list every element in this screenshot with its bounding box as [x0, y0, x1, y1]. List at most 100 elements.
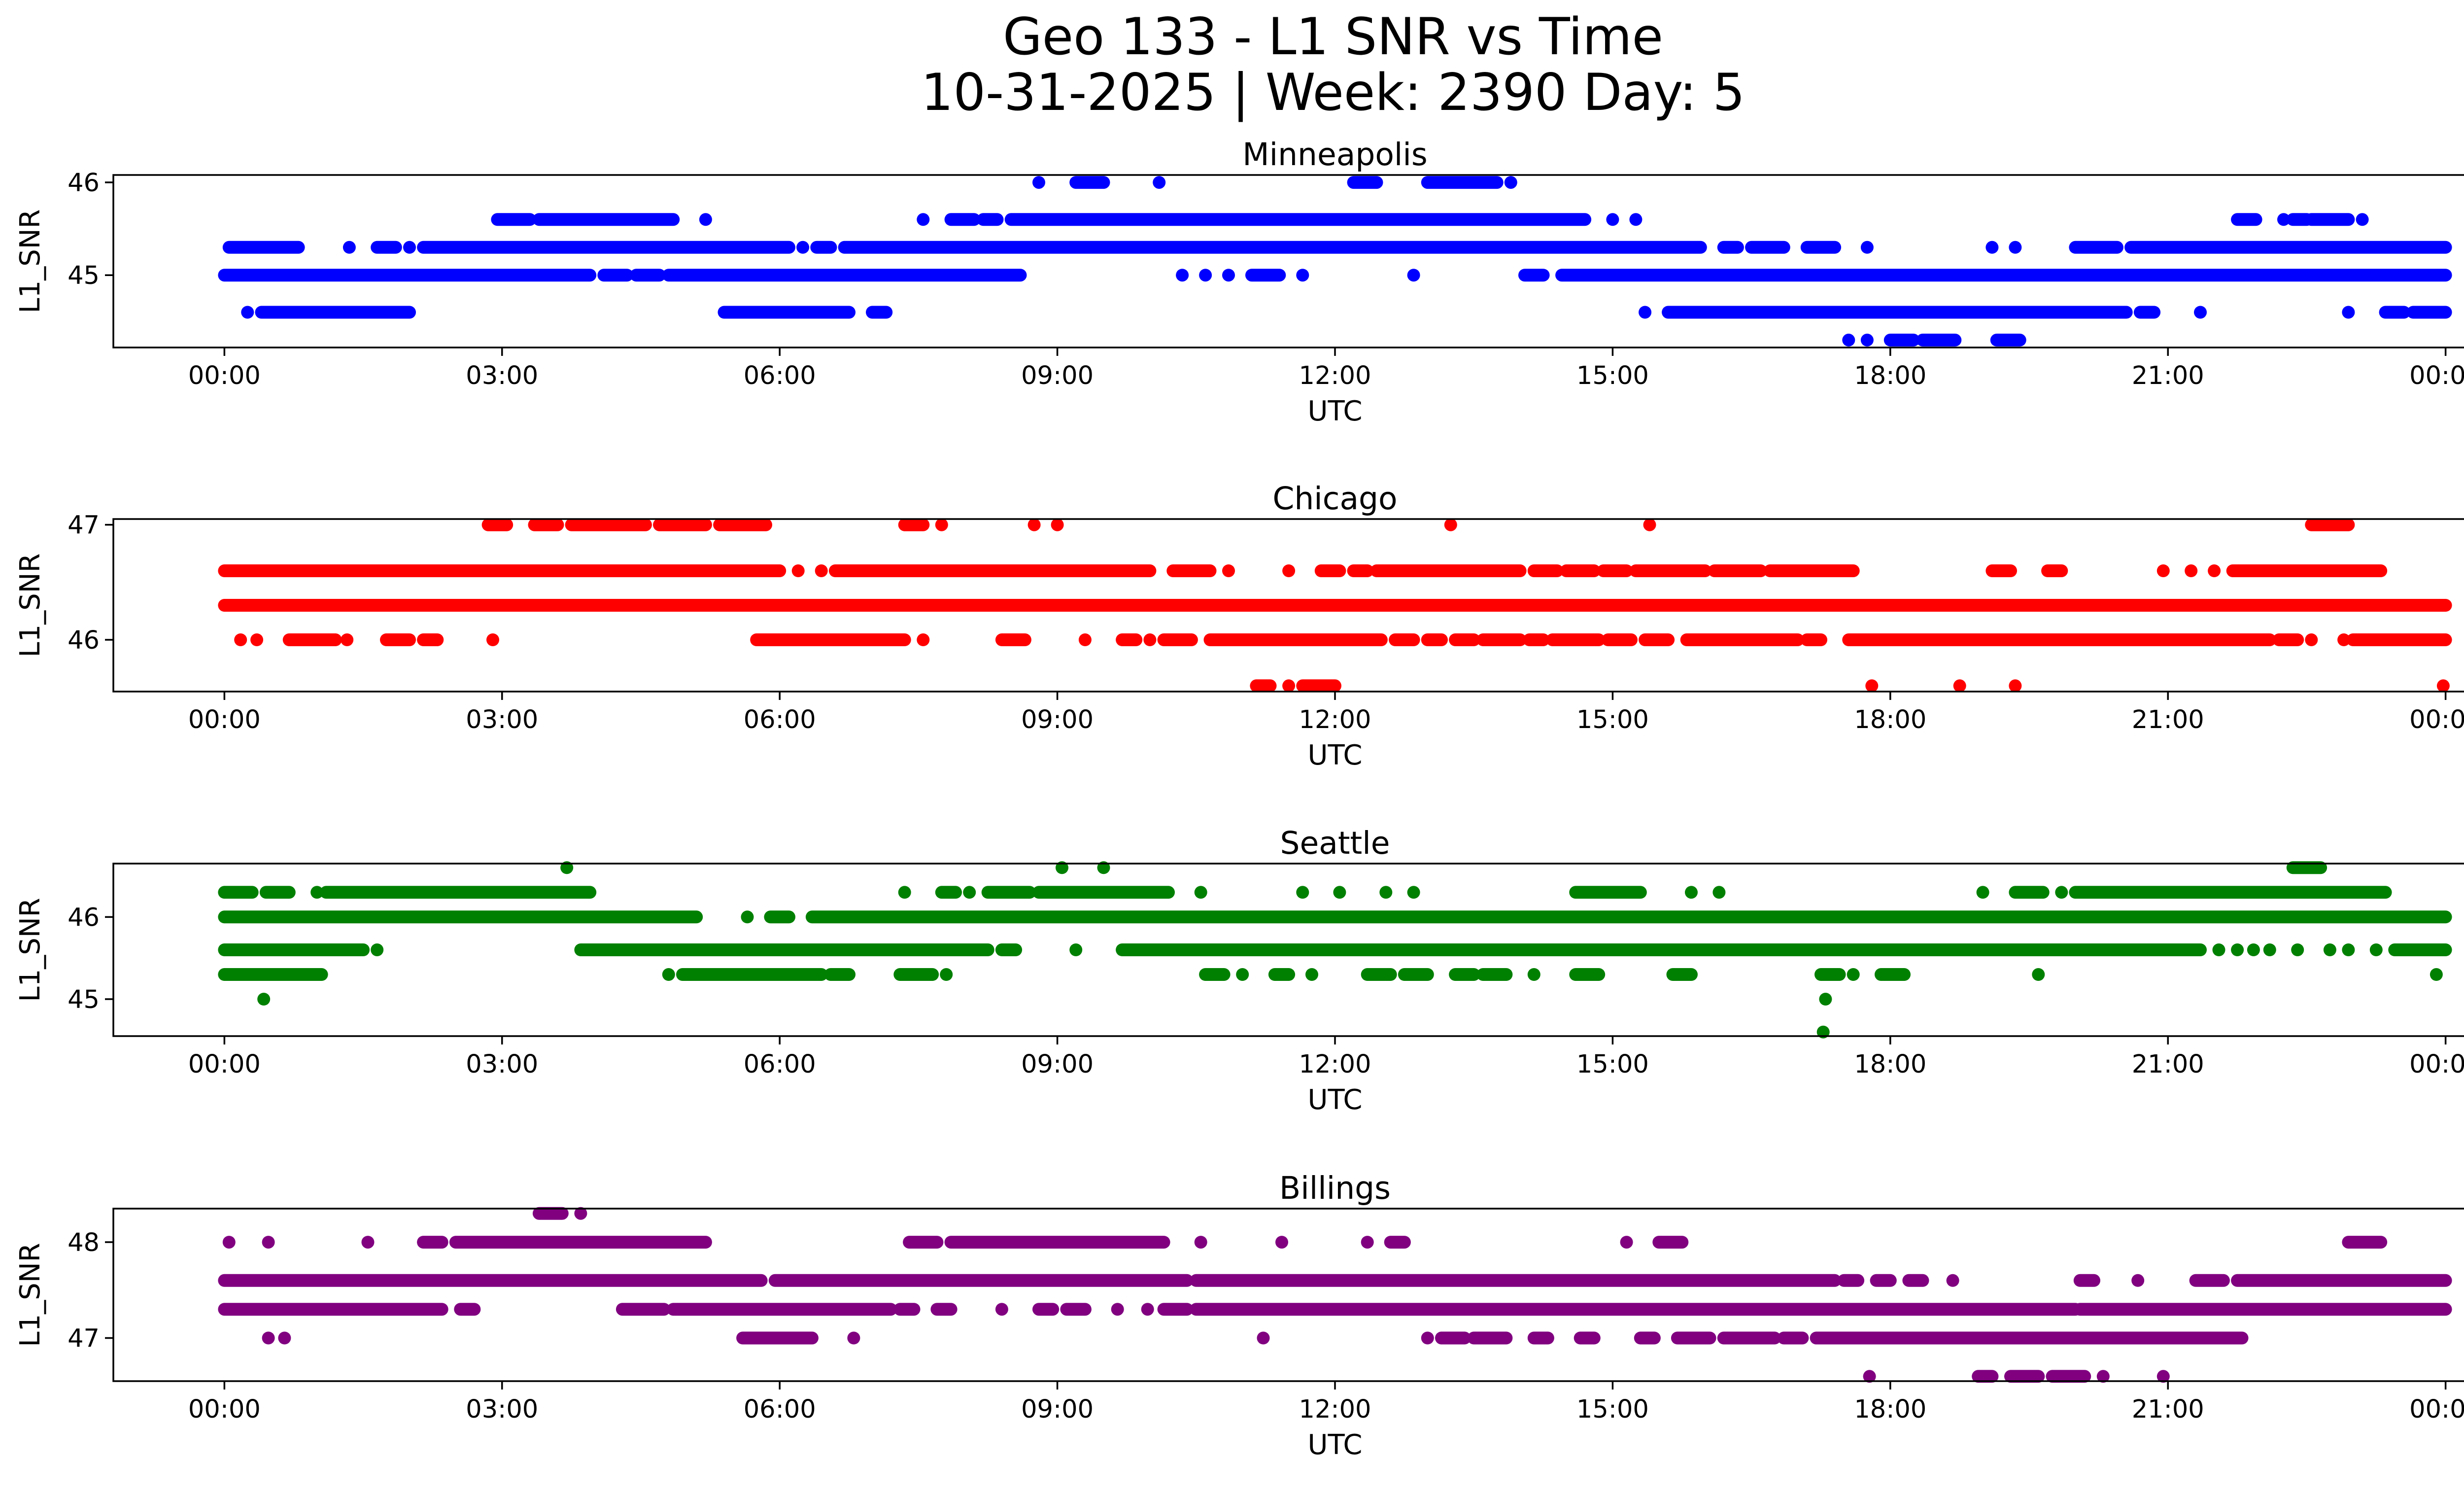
minneapolis-point	[1842, 333, 1855, 347]
chicago-point	[1444, 518, 1457, 531]
billings-ylabel: L1_SNR	[14, 1243, 46, 1347]
minneapolis-xlabel: UTC	[1307, 395, 1362, 427]
seattle-point	[1527, 968, 1540, 981]
seattle-point	[1819, 993, 1832, 1006]
chicago-ylabel: L1_SNR	[14, 553, 46, 657]
billings-point	[1421, 1331, 1434, 1345]
billings-ytick-label: 48	[68, 1228, 100, 1257]
billings-title: Billings	[1279, 1170, 1391, 1206]
seattle-point	[2342, 943, 2355, 956]
minneapolis-xtick-label: 15:00	[1576, 361, 1649, 390]
seattle-ylabel: L1_SNR	[14, 898, 46, 1002]
seattle-point	[2430, 968, 2443, 981]
minneapolis-point	[1860, 333, 1874, 347]
seattle-point	[741, 910, 754, 924]
minneapolis-title: Minneapolis	[1242, 137, 1427, 173]
billings-point	[2131, 1274, 2145, 1287]
seattle-point	[963, 886, 976, 899]
minneapolis-xtick-label: 12:00	[1299, 361, 1371, 390]
chicago-point	[2436, 679, 2450, 693]
minneapolis-ylabel: L1_SNR	[14, 209, 46, 313]
chicago-point	[2156, 564, 2170, 577]
minneapolis-xtick-label: 00:00	[2409, 361, 2464, 390]
minneapolis-point	[1296, 269, 1309, 282]
seattle-point	[2055, 886, 2068, 899]
panel-billings: Billings 00:00 03:00 06:00 09:00 12:00 15:00 18…	[14, 1170, 2464, 1461]
minneapolis-point	[2194, 306, 2207, 319]
chicago-title: Chicago	[1272, 481, 1397, 517]
minneapolis-point	[1407, 269, 1420, 282]
chicago-xtick-label: 00:00	[188, 705, 261, 734]
billings-xtick-label: 15:00	[1576, 1395, 1649, 1424]
seattle-title: Seattle	[1280, 825, 1390, 861]
minneapolis-xtick-label: 21:00	[2132, 361, 2204, 390]
figure-title-line1: Geo 133 - L1 SNR vs Time	[1003, 7, 1663, 67]
seattle-point	[1976, 886, 1989, 899]
billings-xtick-label: 00:00	[188, 1395, 261, 1424]
seattle-points	[218, 861, 2452, 1039]
minneapolis-point	[1606, 213, 1619, 226]
billings-point	[1141, 1303, 1154, 1316]
chicago-point	[1078, 633, 1092, 646]
minneapolis-point	[1032, 176, 1045, 189]
seattle-point	[1816, 1025, 1830, 1039]
seattle-point	[2369, 943, 2383, 956]
chicago-ytick-label: 46	[68, 626, 100, 655]
seattle-point	[1305, 968, 1318, 981]
minneapolis-point	[403, 241, 416, 254]
minneapolis-point	[917, 213, 930, 226]
minneapolis-xtick-label: 06:00	[744, 361, 816, 390]
seattle-point	[1056, 861, 1068, 874]
seattle-point	[662, 968, 675, 981]
seattle-xtick-label: 12:00	[1299, 1050, 1371, 1079]
chicago-point	[486, 633, 499, 646]
seattle-point	[2212, 943, 2225, 956]
chicago-xtick-label: 15:00	[1576, 705, 1649, 734]
minneapolis-point	[1176, 269, 1189, 282]
minneapolis-point	[1639, 306, 1652, 319]
chicago-xtick-label: 21:00	[2132, 705, 2204, 734]
billings-point	[361, 1236, 375, 1249]
chicago-point	[2337, 633, 2351, 646]
seattle-point	[940, 968, 953, 981]
chicago-point	[1865, 679, 1879, 693]
seattle-point	[1407, 886, 1420, 899]
billings-xtick-label: 18:00	[1854, 1395, 1926, 1424]
billings-points	[218, 1207, 2452, 1383]
chicago-xtick-label: 06:00	[744, 705, 816, 734]
seattle-point	[2323, 943, 2336, 956]
minneapolis-xtick-label: 18:00	[1854, 361, 1926, 390]
chicago-point	[341, 633, 354, 646]
chicago-point	[1222, 564, 1235, 577]
seattle-point	[2291, 943, 2304, 956]
seattle-xtick-label: 00:00	[188, 1050, 261, 1079]
seattle-point	[2263, 943, 2276, 956]
panel-minneapolis: Minneapolis 00:00 03:00 06:00 09:00 12:00 15:0…	[14, 137, 2464, 427]
billings-point	[2156, 1370, 2170, 1383]
minneapolis-point	[1153, 176, 1166, 189]
minneapolis-point	[1504, 176, 1517, 189]
chicago-point	[1282, 679, 1296, 693]
minneapolis-point	[2277, 213, 2290, 226]
billings-point	[1946, 1274, 1959, 1287]
minneapolis-xtick-label: 03:00	[466, 361, 538, 390]
chicago-xtick-label: 00:00	[2409, 705, 2464, 734]
minneapolis-point	[1985, 241, 1999, 254]
billings-xtick-label: 12:00	[1299, 1395, 1371, 1424]
panel-seattle: Seattle 00:00 03:00 06:00 09:00 12:00 15:00 18:…	[14, 825, 2464, 1116]
billings-xtick-label: 00:00	[2409, 1395, 2464, 1424]
chicago-point	[2305, 633, 2318, 646]
chicago-point	[791, 564, 805, 577]
chicago-points	[218, 518, 2452, 693]
chicago-point	[815, 564, 828, 577]
billings-point	[1275, 1236, 1288, 1249]
minneapolis-point	[241, 306, 254, 319]
chicago-point	[917, 633, 930, 646]
minneapolis-points	[218, 176, 2452, 347]
chicago-xlabel: UTC	[1307, 739, 1362, 771]
seattle-point	[1379, 886, 1393, 899]
chicago-point	[234, 633, 247, 646]
seattle-point	[1296, 886, 1309, 899]
billings-ytick-label: 47	[68, 1324, 100, 1354]
